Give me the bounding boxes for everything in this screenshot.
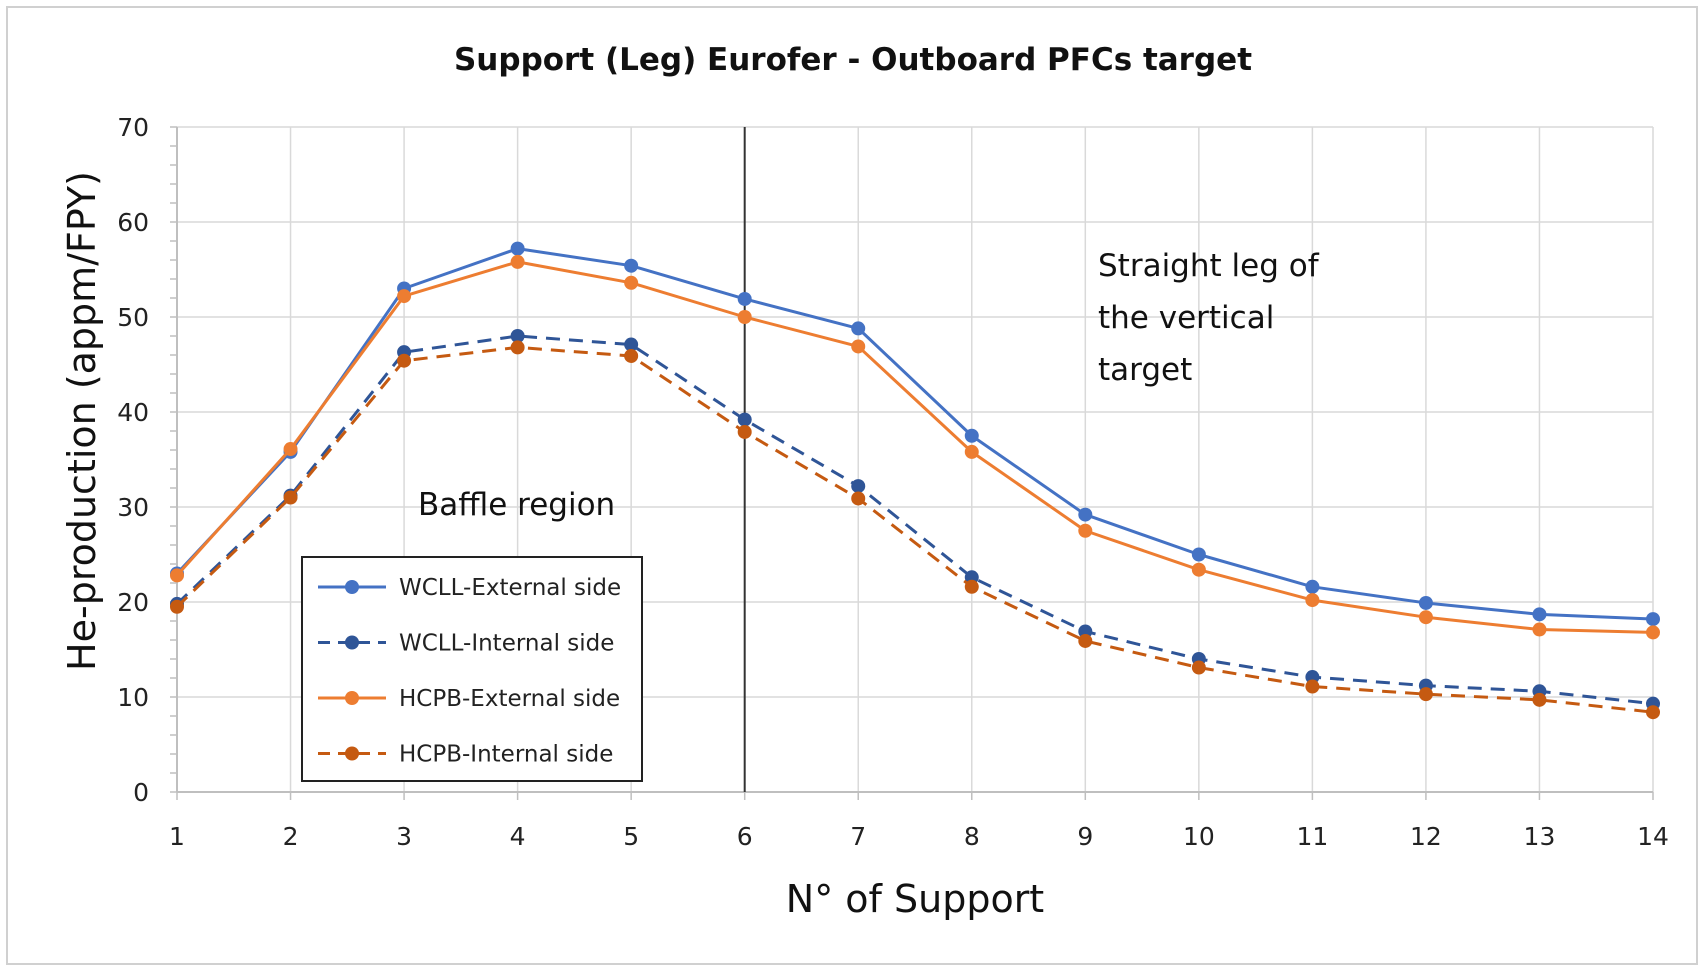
legend-marker [345, 691, 359, 705]
x-tick-label: 4 [510, 822, 526, 851]
x-tick-label: 12 [1410, 822, 1442, 851]
x-tick-label: 9 [1077, 822, 1093, 851]
data-point [1646, 612, 1660, 627]
x-tick-label: 7 [850, 822, 866, 851]
data-point [624, 275, 639, 290]
data-point [510, 241, 525, 256]
data-point [510, 254, 525, 269]
data-point [510, 340, 525, 355]
data-point [283, 490, 298, 505]
data-point [1078, 633, 1093, 648]
x-tick-label: 5 [623, 822, 639, 851]
data-point [170, 568, 184, 583]
data-point [1305, 579, 1320, 594]
data-point [1418, 610, 1433, 625]
annotation-straight-leg-line2: the vertical [1098, 300, 1274, 336]
data-point [1305, 679, 1320, 694]
data-point [510, 329, 525, 343]
data-point [737, 310, 752, 324]
series-hcpb-internal-side [170, 340, 1660, 720]
annotation-straight-leg-line3: target [1098, 352, 1192, 388]
data-point [1532, 692, 1547, 707]
series-hcpb-external-side [170, 254, 1660, 640]
data-point [851, 339, 866, 354]
data-point [283, 442, 298, 457]
data-point [1418, 595, 1433, 610]
series-line [175, 260, 1654, 634]
data-point [624, 337, 639, 352]
data-point [964, 444, 979, 459]
data-point [170, 599, 184, 614]
y-tick-label: 30 [117, 493, 149, 522]
data-point [1532, 622, 1547, 637]
data-point [624, 348, 639, 363]
legend: WCLL-External side WCLL-Internal side HCPB… [301, 556, 643, 782]
y-tick-label: 10 [117, 683, 149, 712]
legend-label: HCPB-External side [399, 686, 620, 712]
x-tick-label: 1 [169, 822, 185, 851]
x-tick-label: 13 [1524, 822, 1556, 851]
series-line [175, 345, 1654, 714]
y-tick-label: 60 [117, 208, 149, 237]
data-point [397, 289, 412, 304]
data-point [851, 479, 866, 494]
x-tick-label: 8 [964, 822, 980, 851]
annotation-straight-leg-line1: Straight leg of [1098, 248, 1320, 284]
data-point [1191, 547, 1206, 562]
legend-box [301, 556, 643, 782]
legend-marker [345, 580, 359, 594]
series-line [175, 247, 1654, 621]
legend-label: WCLL-External side [399, 575, 621, 601]
x-tick-label: 3 [396, 822, 412, 851]
data-point [1191, 660, 1206, 675]
x-tick-label: 14 [1637, 822, 1669, 851]
x-axis-label: N° of Support [786, 877, 1044, 921]
series-layer [170, 241, 1660, 720]
data-point [1191, 562, 1206, 577]
y-tick-label: 40 [117, 398, 149, 427]
chart-title: Support (Leg) Eurofer - Outboard PFCs ta… [454, 42, 1252, 78]
data-point [397, 353, 412, 368]
x-tick-label: 2 [283, 822, 299, 851]
y-tick-label: 70 [117, 113, 149, 142]
data-point [624, 258, 639, 273]
y-tick-label: 50 [117, 303, 149, 332]
data-point [964, 428, 979, 443]
annotation-baffle-region: Baffle region [418, 487, 615, 523]
data-point [737, 412, 752, 427]
x-tick-label: 11 [1296, 822, 1328, 851]
legend-label: WCLL-Internal side [399, 631, 614, 657]
data-point [1532, 607, 1547, 622]
axes [170, 126, 1654, 800]
data-point [1418, 687, 1433, 702]
series-line [175, 334, 1654, 706]
data-point [964, 579, 979, 594]
series-wcll-external-side [170, 241, 1660, 627]
data-point [1078, 507, 1093, 522]
data-point [737, 424, 752, 439]
data-point [1078, 523, 1093, 538]
data-point [1646, 625, 1660, 640]
x-tick-label: 10 [1183, 822, 1215, 851]
data-point [851, 321, 866, 336]
data-point [1646, 705, 1660, 720]
y-tick-labels: 0 10 20 30 40 50 60 70 [117, 113, 149, 807]
x-tick-labels: 1 2 3 4 5 6 7 8 9 10 11 12 13 14 [169, 822, 1669, 851]
legend-marker [345, 635, 359, 650]
legend-label: HCPB-Internal side [399, 742, 613, 768]
y-tick-label: 0 [133, 778, 149, 807]
data-point [737, 291, 752, 306]
data-point [1305, 593, 1320, 608]
data-point [851, 491, 866, 506]
y-axis-label: He-production (appm/FPY) [60, 171, 104, 671]
x-tick-label: 6 [737, 822, 753, 851]
legend-marker [345, 746, 359, 761]
y-tick-label: 20 [117, 588, 149, 617]
